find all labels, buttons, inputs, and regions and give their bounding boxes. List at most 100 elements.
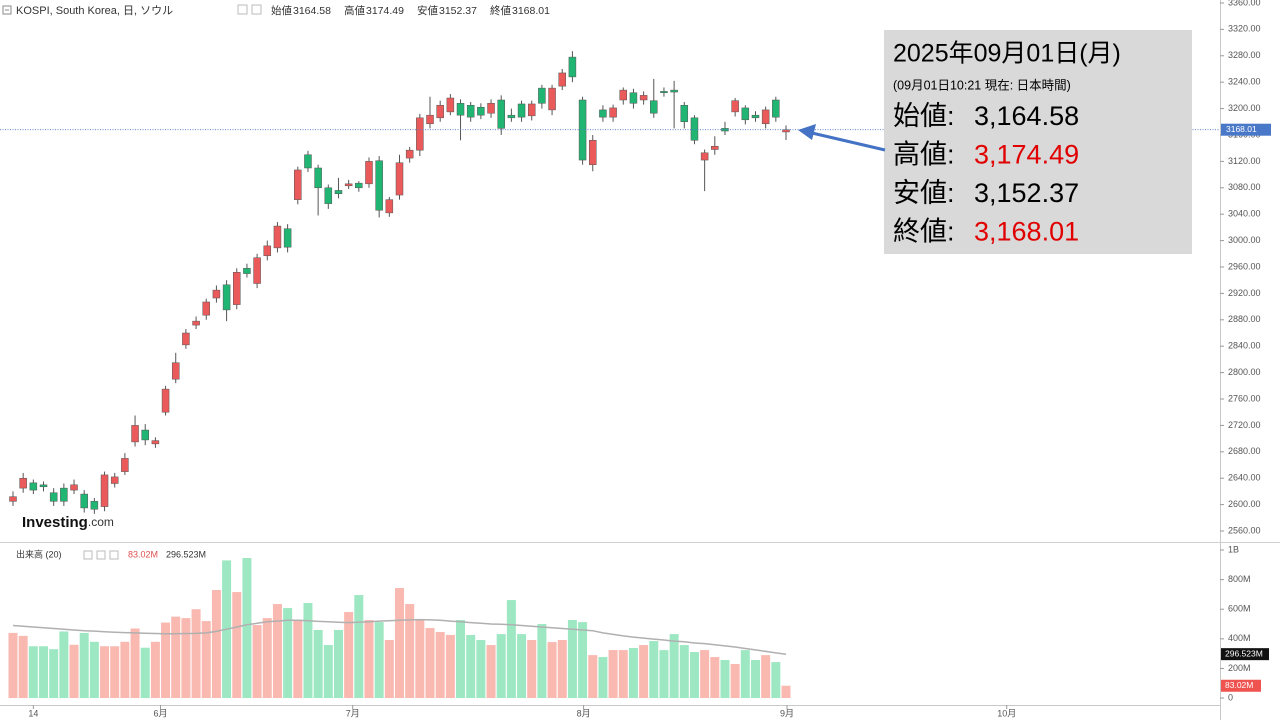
- last-price-label: 3168.01: [1226, 124, 1257, 134]
- volume-bar: [39, 646, 49, 699]
- arrow: [811, 131, 886, 152]
- volume-bar: [588, 655, 598, 699]
- volume-bar: [59, 631, 69, 699]
- candle-body: [49, 492, 58, 502]
- candle-body: [436, 105, 444, 119]
- y-tick-label: 800M: [1228, 574, 1251, 584]
- icon[interactable]: [237, 4, 248, 15]
- candle-body: [588, 140, 597, 165]
- candle-body: [395, 162, 404, 196]
- volume-last-box: [1221, 679, 1261, 692]
- ma-last-label: 296.523M: [1225, 648, 1263, 658]
- candle-body: [670, 89, 678, 93]
- volume-bar: [272, 604, 282, 699]
- y-tick-label: 3080.00: [1228, 182, 1261, 192]
- header-icons[interactable]: [237, 4, 262, 15]
- volume-last-label: 83.02M: [1225, 680, 1253, 690]
- candle-body: [639, 95, 648, 101]
- candle-body: [538, 87, 546, 104]
- volume-bar: [344, 612, 354, 699]
- candle-body: [609, 107, 617, 118]
- volume-bar: [120, 641, 130, 699]
- candle-body: [182, 332, 190, 346]
- x-tick-label: 6月: [153, 708, 167, 718]
- volume-legend-value: 83.02M: [128, 549, 158, 559]
- legend-label: 高値: [344, 4, 365, 17]
- candle-body: [9, 496, 17, 502]
- legend-label: 終値: [490, 4, 511, 17]
- candle-body: [344, 183, 353, 187]
- y-tick-label: 2680.00: [1228, 446, 1261, 456]
- info-label: 終値:: [893, 217, 955, 247]
- volume-bar: [608, 650, 618, 699]
- legend-label: 始値: [271, 4, 292, 17]
- candle-body: [650, 100, 658, 114]
- volume-bar: [384, 640, 394, 699]
- legend-value: 3164.58: [293, 5, 331, 17]
- ohlc-legend: 始値 3164.58 高値 3174.49 安値 3152.37 終値 3168.01: [271, 4, 550, 17]
- y-tick-label: 2760.00: [1228, 393, 1261, 403]
- volume-bar: [333, 629, 343, 699]
- y-tick-label: 2720.00: [1228, 420, 1261, 430]
- info-label: 安値:: [893, 178, 955, 208]
- x-tick-label: 8月: [577, 708, 591, 718]
- volume-bar: [242, 558, 252, 699]
- candle-body: [80, 493, 88, 509]
- volume-bar: [262, 618, 272, 699]
- y-tick-label: 2960.00: [1228, 261, 1261, 271]
- volume-bar: [191, 609, 201, 699]
- volume-bar: [171, 616, 181, 699]
- candle-body: [253, 257, 261, 284]
- info-value: 3,168.01: [974, 217, 1079, 247]
- legend-label: 安値: [417, 4, 438, 17]
- volume-bar: [303, 603, 313, 699]
- ma-last-box: [1221, 648, 1269, 661]
- candle-body: [39, 484, 48, 488]
- candle-body: [405, 149, 414, 159]
- info-note: (09月01日10:21 現在: 日本時間): [893, 78, 1071, 92]
- volume-bar: [669, 634, 679, 699]
- candle-body: [212, 289, 221, 299]
- watermark-suffix: .com: [88, 515, 114, 529]
- volume-bar: [740, 650, 750, 699]
- volume-bar: [323, 645, 333, 699]
- candle-body: [263, 245, 272, 257]
- volume-bar: [394, 588, 404, 699]
- volume-bar: [649, 641, 659, 699]
- candle-body: [90, 501, 99, 510]
- candle-body: [782, 129, 790, 133]
- icon[interactable]: [96, 550, 106, 560]
- candle-body: [741, 107, 750, 121]
- collapse-icon[interactable]: [2, 5, 12, 15]
- last-price-box: [1221, 123, 1271, 136]
- candle-body: [60, 487, 68, 502]
- candle-body: [700, 152, 709, 161]
- volume-bar: [100, 646, 110, 699]
- candle-body: [558, 72, 566, 87]
- x-tick-label: 9月: [780, 708, 794, 718]
- arrow-head: [798, 124, 816, 140]
- volume-bar: [527, 640, 537, 699]
- volume-bar: [466, 634, 476, 699]
- candle-body: [385, 199, 394, 214]
- volume-bar: [659, 650, 669, 699]
- candle-body: [304, 154, 312, 169]
- volume-bar: [730, 664, 740, 699]
- volume-bar: [354, 595, 364, 699]
- icon[interactable]: [109, 550, 119, 560]
- volume-bar: [517, 634, 527, 699]
- info-label: 高値:: [893, 140, 955, 170]
- icon[interactable]: [251, 4, 262, 15]
- volume-bar: [598, 657, 608, 699]
- volume-bar: [639, 645, 649, 699]
- icon[interactable]: [83, 550, 93, 560]
- candle-body: [273, 225, 282, 249]
- candle-body: [121, 458, 129, 472]
- volume-bar: [69, 644, 79, 699]
- y-tick-label: 3360.00: [1228, 0, 1261, 7]
- y-tick-label: 2880.00: [1228, 314, 1261, 324]
- volume-icons[interactable]: [83, 550, 119, 560]
- volume-bar: [700, 650, 710, 699]
